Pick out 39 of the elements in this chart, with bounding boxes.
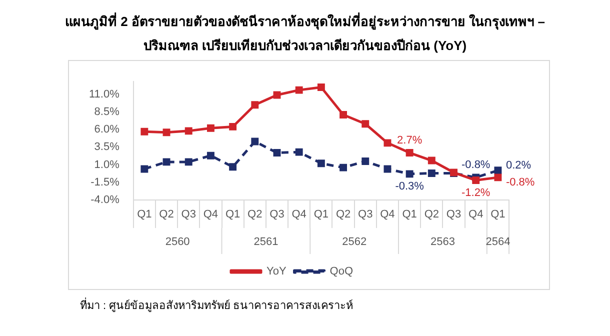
y-tick-label: 8.5%: [94, 106, 120, 118]
y-tick-label: 6.0%: [94, 124, 120, 136]
x-tick-label: Q1: [402, 208, 417, 221]
data-label: -0.8%: [461, 158, 490, 171]
x-tick-label: Q3: [358, 208, 373, 221]
y-tick-label: -4.0%: [90, 194, 120, 206]
x-tick-label: Q2: [159, 208, 174, 221]
text: 2560: [165, 236, 190, 248]
x-tick-label: Q4: [292, 208, 306, 221]
x-tick-label: Q2: [248, 208, 262, 221]
text: ที่มา : ศูนย์ข้อมูลอสังหาริมทรัพย์ ธนาคารอาคารสงเคราะห์: [80, 296, 354, 314]
x-tick-label: Q3: [446, 208, 462, 221]
legend-label: QoQ: [330, 266, 354, 278]
y-tick-label: 1.0%: [94, 158, 120, 171]
x-tick-label: Q2: [424, 208, 440, 221]
legend-label: YoY: [266, 266, 287, 278]
x-tick-label: Q4: [203, 208, 218, 221]
data-label: 2.7%: [397, 134, 422, 146]
x-tick-label: Q1: [490, 208, 506, 221]
text: 2562: [342, 236, 367, 248]
data-label: -0.8%: [506, 176, 535, 188]
x-tick-label: Q1: [225, 208, 240, 221]
x-tick-label: Q1: [314, 208, 329, 221]
chart-title: แผนภูมิที่ 2 อัตราขยายตัวของดัชนีราคาห้องชุดใหม่ที่อยู่ระหว่างการขาย ในกรุงเทพฯ – ปริมณฑล เปรียบเทียบกับช่วงเวลาเดียวกันของปีก่อน (YoY): [64, 12, 546, 55]
x-tick-label: Q3: [181, 208, 196, 221]
x-tick-label: Q4: [380, 208, 395, 221]
x-tick-label: Q4: [468, 208, 484, 221]
data-label: -1.2%: [461, 186, 490, 199]
x-tick-label: Q3: [270, 208, 284, 221]
y-tick-label: -1.5%: [90, 176, 120, 188]
y-tick-label: 3.5%: [94, 141, 120, 154]
text: 2563: [430, 236, 455, 248]
x-tick-label: Q1: [137, 208, 152, 221]
data-label: 0.2%: [506, 159, 532, 172]
text: 2561: [254, 236, 278, 248]
y-tick-label: 11.0%: [89, 88, 120, 100]
x-tick-label: Q2: [336, 208, 351, 221]
data-label: -0.3%: [395, 180, 424, 192]
text: 2564: [486, 236, 510, 248]
